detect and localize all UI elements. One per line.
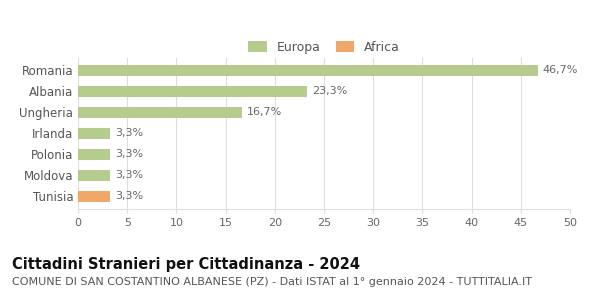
Text: 3,3%: 3,3%: [115, 191, 143, 202]
Text: 3,3%: 3,3%: [115, 128, 143, 138]
Bar: [78, 149, 110, 160]
Bar: [78, 65, 538, 76]
Bar: [78, 128, 110, 139]
Bar: [78, 170, 110, 181]
Text: 3,3%: 3,3%: [115, 149, 143, 160]
Text: 3,3%: 3,3%: [115, 171, 143, 180]
Bar: [78, 86, 307, 97]
Bar: [78, 107, 242, 118]
Bar: [78, 191, 110, 202]
Text: Cittadini Stranieri per Cittadinanza - 2024: Cittadini Stranieri per Cittadinanza - 2…: [12, 257, 360, 272]
Text: 16,7%: 16,7%: [247, 107, 283, 117]
Text: 46,7%: 46,7%: [542, 65, 578, 75]
Legend: Europa, Africa: Europa, Africa: [244, 37, 404, 58]
Text: 23,3%: 23,3%: [312, 86, 347, 96]
Text: COMUNE DI SAN COSTANTINO ALBANESE (PZ) - Dati ISTAT al 1° gennaio 2024 - TUTTITA: COMUNE DI SAN COSTANTINO ALBANESE (PZ) -…: [12, 277, 532, 287]
